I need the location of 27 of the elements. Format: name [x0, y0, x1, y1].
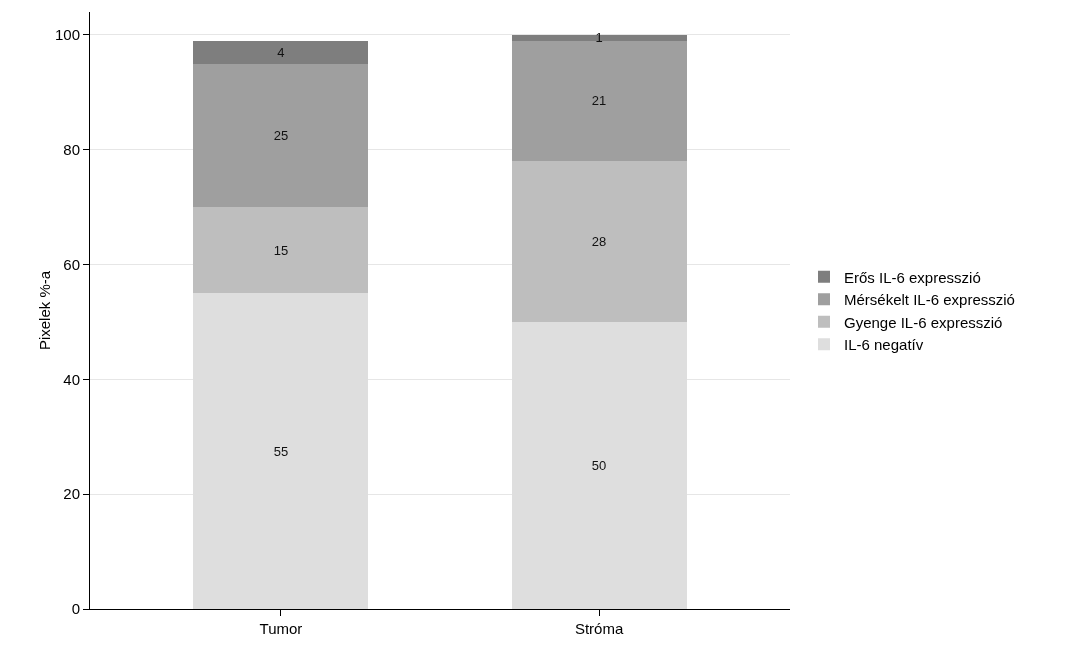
data-label: 55	[273, 443, 289, 459]
y-tick-label: 60	[63, 255, 80, 273]
legend-label: Mérsékelt IL-6 expresszió	[844, 291, 1015, 309]
legend-label: Erős IL-6 expresszió	[844, 268, 981, 286]
legend-label: IL-6 negatív	[844, 336, 924, 354]
bar	[511, 40, 687, 162]
y-tick-label: 100	[54, 26, 80, 44]
data-label: 1	[595, 30, 603, 46]
data-label: 15	[273, 242, 289, 258]
bar	[193, 207, 369, 294]
data-label: 4	[277, 44, 285, 60]
legend-label: Gyenge IL-6 expresszió	[844, 313, 1003, 331]
y-tick-label: 80	[63, 141, 80, 159]
data-label: 50	[591, 457, 607, 473]
data-label: 25	[273, 127, 289, 143]
bar	[193, 40, 369, 64]
y-tick-label: 0	[71, 600, 80, 618]
y-axis-title: Pixelek %-a	[36, 270, 53, 351]
x-tick-label: Tumor	[259, 620, 303, 637]
y-tick-label: 20	[63, 485, 80, 503]
bar	[511, 34, 687, 41]
x-tick-label: Stróma	[574, 620, 624, 637]
data-label: 21	[591, 93, 607, 109]
data-label: 28	[591, 234, 607, 250]
bar	[511, 161, 687, 322]
y-tick-label: 40	[63, 370, 80, 388]
bar	[193, 63, 369, 208]
